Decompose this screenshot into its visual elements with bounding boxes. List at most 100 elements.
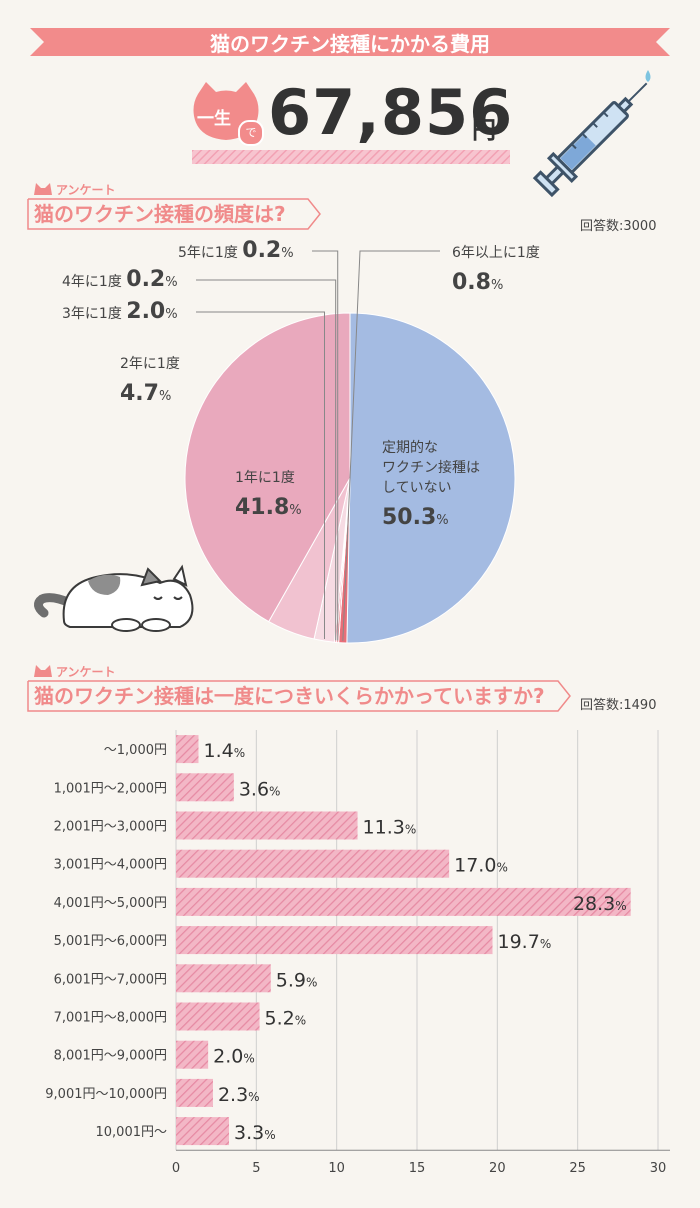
svg-text:5年に1度 0.2%: 5年に1度 0.2% [178,238,294,263]
slice-value: 2.0 [126,299,165,324]
question-title: 猫のワクチン接種は一度につきいくらかかっていますか? [34,684,545,708]
x-tick-label: 15 [409,1161,426,1176]
bar-value-label: 2.3% [218,1084,260,1106]
slice-name: 定期的な [382,440,438,456]
slice-value: 0.2 [242,238,281,263]
question-title: 猫のワクチン接種の頻度は? [34,202,286,226]
x-tick-label: 5 [252,1161,260,1176]
pie-label: 3年に1度 2.0% [62,299,178,324]
bar-value-label: 17.0% [454,855,508,877]
lifetime-total: 67,856 [268,76,514,149]
question-frame [27,198,321,230]
bar-value-label: 3.6% [239,778,281,800]
svg-text:41.8%: 41.8% [235,495,302,520]
bar [176,964,271,993]
syringe-icon [532,70,651,198]
svg-text:3年に1度 2.0%: 3年に1度 2.0% [62,299,178,324]
slice-name: 3年に1度 [62,306,126,322]
sleeping-cat-illustration [34,564,194,632]
bar [176,1002,260,1031]
slice-unit: % [281,246,293,261]
category-label: 7,001円〜8,000円 [54,1011,167,1026]
pie-label: 6年以上に1度 0.8% [452,245,540,295]
cost-bar-chart: 0 5 10 15 20 25 30 〜1,000円 1.4% 1,001円〜2,000円 3.6%… [45,730,670,1176]
bar [176,1117,230,1146]
x-tick-label: 25 [569,1161,586,1176]
bar [176,926,493,955]
category-label: 10,001円〜 [96,1125,168,1140]
cat-ear-icon [34,665,52,677]
x-tick-label: 20 [489,1161,506,1176]
survey-tag: アンケート [56,665,116,679]
page-title: 猫のワクチン接種にかかる費用 [210,32,490,56]
bar [176,773,234,802]
survey-tag: アンケート [56,183,116,197]
bar [176,811,358,840]
svg-text:50.3%: 50.3% [382,505,449,530]
slice-name: 2年に1度 [120,356,180,372]
slice-value: 41.8 [235,495,289,520]
slice-name: 4年に1度 [62,274,126,290]
svg-text:4年に1度 0.2%: 4年に1度 0.2% [62,267,178,292]
bar-value-label: 11.3% [363,817,417,839]
bar-value-label: 19.7% [498,931,552,953]
bar [176,849,450,878]
bar [176,735,199,764]
question-frame [27,680,571,712]
x-tick-label: 10 [328,1161,345,1176]
bar-value-label: 3.3% [234,1122,276,1144]
category-label: 2,001円〜3,000円 [54,820,167,835]
pie-label: 1年に1度 41.8% [235,470,302,520]
respondent-count: 回答数:1490 [580,698,657,713]
slice-value: 4.7 [120,381,159,406]
category-label: 3,001円〜4,000円 [54,858,167,873]
category-label: 6,001円〜7,000円 [54,972,167,987]
slice-name: 6年以上に1度 [452,245,540,261]
pie-slice [346,312,516,644]
category-label: 8,001円〜9,000円 [54,1049,167,1064]
pie-slice [184,312,351,623]
slice-name: していない [382,480,452,496]
category-label: 4,001円〜5,000円 [54,896,167,911]
pie-label: 5年に1度 0.2% [178,238,294,263]
slice-name: 5年に1度 [178,245,242,261]
bar-value-label: 2.0% [213,1046,255,1068]
svg-text:4.7%: 4.7% [120,381,171,406]
bar-value-label: 5.9% [276,969,318,991]
lifetime-particle: で [238,120,264,146]
slice-unit: % [491,278,503,293]
x-tick-label: 30 [650,1161,667,1176]
slice-unit: % [436,513,448,528]
slice-value: 0.8 [452,270,491,295]
pie-label: 4年に1度 0.2% [62,267,178,292]
slice-name: ワクチン接種は [382,459,480,476]
slice-unit: % [165,275,177,290]
slice-value: 0.2 [126,267,165,292]
bar [176,1078,213,1107]
bar [176,887,631,916]
slice-value: 50.3 [382,505,436,530]
lifetime-label: 一生 [197,109,231,129]
bar-value-label: 5.2% [265,1008,307,1030]
slice-unit: % [165,307,177,322]
category-label: 5,001円〜6,000円 [54,934,167,949]
lifetime-unit: 円 [472,116,496,144]
respondent-count: 回答数:3000 [580,219,657,234]
highlight-stripe [192,150,510,164]
cat-ear-icon [34,183,52,195]
category-label: 1,001円〜2,000円 [54,781,167,796]
slice-unit: % [289,503,301,518]
slice-name: 1年に1度 [235,470,295,486]
svg-text:0.8%: 0.8% [452,270,503,295]
bar-value-label: 28.3% [573,893,627,915]
slice-unit: % [159,389,171,404]
x-tick-label: 0 [172,1161,180,1176]
bar-value-label: 1.4% [203,740,245,762]
pie-label: 2年に1度 4.7% [120,356,180,406]
bar [176,1040,209,1069]
category-label: 9,001円〜10,000円 [45,1087,167,1102]
title-banner [30,28,670,56]
category-label: 〜1,000円 [104,743,167,758]
